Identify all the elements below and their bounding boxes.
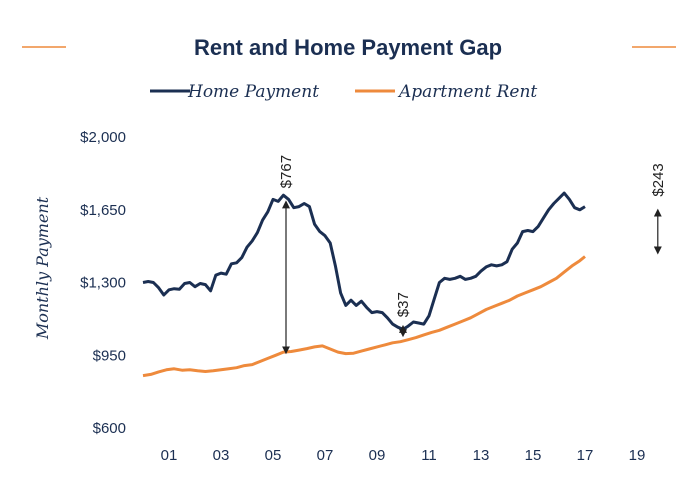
x-tick-label: 09 — [369, 447, 386, 464]
x-tick-label: 05 — [265, 447, 282, 464]
y-tick-label: $1,650 — [80, 202, 126, 219]
gap-label: $37 — [395, 292, 412, 317]
x-tick-label: 17 — [577, 447, 594, 464]
y-axis-label: Monthly Payment — [33, 196, 52, 340]
gap-label: $767 — [278, 155, 295, 188]
annotations: $767 $37 $243 — [278, 155, 667, 355]
plot-lines — [142, 191, 586, 378]
y-tick-label: $2,000 — [80, 129, 126, 146]
chart-title: Rent and Home Payment Gap — [194, 35, 502, 60]
x-axis-ticks: 01 03 05 07 09 11 13 15 17 19 — [161, 447, 646, 464]
y-tick-label: $600 — [93, 420, 126, 437]
series-line-home — [142, 191, 586, 331]
x-tick-label: 11 — [421, 447, 437, 464]
x-tick-label: 03 — [213, 447, 230, 464]
series-line-rent — [142, 255, 586, 378]
legend-label-home: Home Payment — [187, 82, 319, 102]
x-tick-label: 01 — [161, 447, 178, 464]
x-tick-label: 19 — [629, 447, 646, 464]
x-tick-label: 13 — [473, 447, 490, 464]
x-tick-label: 07 — [317, 447, 334, 464]
y-tick-label: $1,300 — [80, 275, 126, 292]
x-tick-label: 15 — [525, 447, 542, 464]
y-tick-label: $950 — [93, 347, 126, 364]
gap-label: $243 — [650, 163, 667, 196]
legend: Home Payment Apartment Rent — [150, 82, 537, 102]
legend-label-rent: Apartment Rent — [397, 82, 537, 102]
y-axis-ticks: $2,000 $1,650 $1,300 $950 $600 — [80, 129, 126, 437]
